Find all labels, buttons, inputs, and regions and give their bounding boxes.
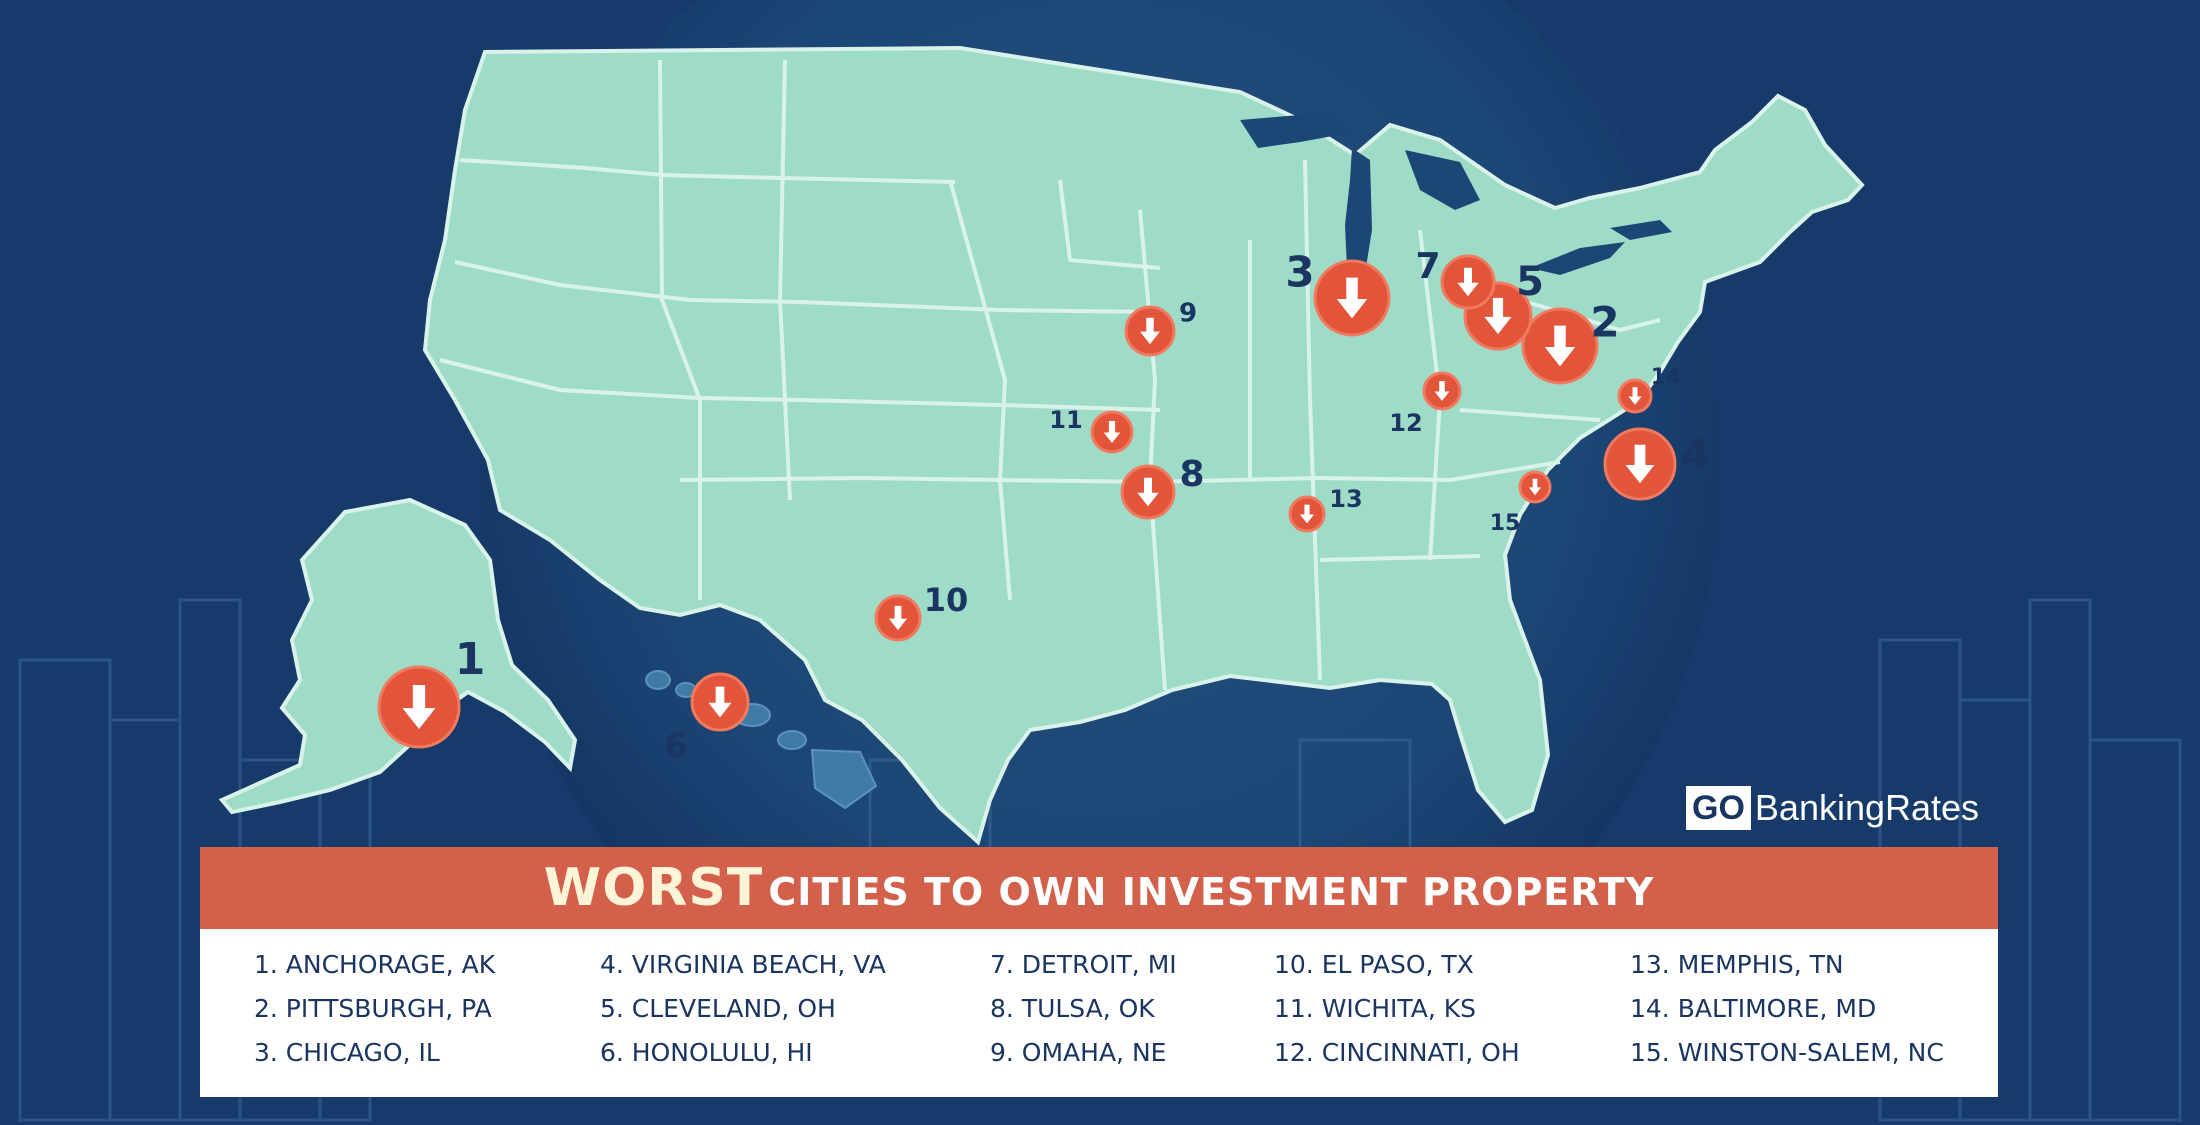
city-marker-11: 11	[1049, 406, 1134, 454]
legend-item: 9. OMAHA, NE	[990, 1038, 1167, 1067]
legend-item: 13. MEMPHIS, TN	[1630, 950, 1844, 979]
down-arrow-icon	[1625, 444, 1655, 484]
down-arrow-icon	[1457, 267, 1479, 297]
down-arrow-icon	[1434, 381, 1450, 401]
title-strong: WORST	[543, 858, 764, 918]
legend-body: 1. ANCHORAGE, AK 2. PITTSBURGH, PA 3. CH…	[200, 929, 1998, 1097]
down-arrow-icon	[1628, 387, 1642, 405]
contiguous-us-land	[422, 45, 1865, 846]
marker-rank-label: 12	[1389, 409, 1422, 437]
down-arrow-icon	[888, 605, 908, 631]
legend-item: 11. WICHITA, KS	[1274, 994, 1477, 1023]
alaska-land	[218, 497, 578, 815]
legend-item: 8. TULSA, OK	[990, 994, 1155, 1023]
hawaii-islands	[645, 670, 878, 810]
legend-item: 6. HONOLULU, HI	[600, 1038, 813, 1067]
down-arrow-icon	[1544, 325, 1576, 367]
down-arrow-icon	[1336, 277, 1368, 319]
great-lakes	[1240, 112, 1672, 292]
city-marker-14: 14	[1617, 365, 1682, 414]
city-list-legend: WORST CITIES TO OWN INVESTMENT PROPERTY …	[200, 847, 1998, 1097]
city-marker-6: 6	[664, 672, 750, 767]
legend-item: 3. CHICAGO, IL	[254, 1038, 440, 1067]
down-arrow-icon	[1528, 478, 1542, 496]
marker-rank-label: 3	[1285, 248, 1314, 297]
city-marker-9: 9	[1124, 299, 1197, 357]
legend-column-3: 7. DETROIT, MI 8. TULSA, OK 9. OMAHA, NE	[990, 943, 1177, 1075]
title-rest: CITIES TO OWN INVESTMENT PROPERTY	[768, 870, 1655, 914]
marker-rank-label: 1	[455, 634, 486, 685]
marker-rank-label: 10	[924, 581, 969, 619]
marker-rank-label: 6	[664, 727, 688, 767]
gobankingrates-logo: GO BankingRates	[1686, 786, 1979, 834]
legend-item: 10. EL PASO, TX	[1274, 950, 1474, 979]
down-arrow-icon	[1103, 421, 1121, 443]
legend-column-5: 13. MEMPHIS, TN 14. BALTIMORE, MD 15. WI…	[1630, 943, 1944, 1075]
legend-item: 7. DETROIT, MI	[990, 950, 1177, 979]
city-marker-2: 2	[1521, 298, 1620, 385]
down-arrow-icon	[1140, 317, 1160, 345]
state-borders	[439, 59, 1661, 691]
city-marker-15: 15	[1490, 470, 1552, 536]
marker-rank-label: 8	[1179, 454, 1204, 495]
legend-column-2: 4. VIRGINIA BEACH, VA 5. CLEVELAND, OH 6…	[600, 943, 886, 1075]
legend-item: 15. WINSTON-SALEM, NC	[1630, 1038, 1944, 1067]
marker-rank-label: 4	[1681, 432, 1709, 478]
marker-rank-label: 2	[1590, 298, 1619, 347]
marker-rank-label: 11	[1049, 406, 1082, 434]
city-marker-12: 12	[1389, 371, 1462, 437]
legend-item: 5. CLEVELAND, OH	[600, 994, 836, 1023]
city-marker-13: 13	[1288, 485, 1363, 533]
marker-rank-label: 13	[1329, 485, 1362, 513]
marker-rank-label: 7	[1415, 246, 1440, 287]
down-arrow-icon	[1137, 477, 1159, 507]
marker-rank-label: 14	[1651, 365, 1682, 390]
city-marker-7: 7	[1415, 246, 1496, 310]
city-marker-10: 10	[874, 581, 969, 642]
city-marker-4: 4	[1603, 427, 1709, 501]
marker-rank-label: 5	[1516, 259, 1544, 305]
legend-column-4: 10. EL PASO, TX 11. WICHITA, KS 12. CINC…	[1274, 943, 1520, 1075]
down-arrow-icon	[1299, 504, 1315, 524]
legend-item: 1. ANCHORAGE, AK	[254, 950, 496, 979]
city-marker-8: 8	[1120, 454, 1205, 520]
down-arrow-icon	[1484, 297, 1512, 335]
logo-go: GO	[1686, 786, 1751, 830]
down-arrow-icon	[402, 685, 436, 729]
legend-item: 4. VIRGINIA BEACH, VA	[600, 950, 886, 979]
legend-item: 14. BALTIMORE, MD	[1630, 994, 1877, 1023]
legend-title: WORST CITIES TO OWN INVESTMENT PROPERTY	[200, 847, 1998, 929]
marker-rank-label: 9	[1179, 299, 1197, 329]
city-marker-3: 3	[1285, 248, 1391, 337]
marker-rank-label: 15	[1490, 511, 1521, 536]
legend-column-1: 1. ANCHORAGE, AK 2. PITTSBURGH, PA 3. CH…	[254, 943, 495, 1075]
logo-bankingrates: BankingRates	[1754, 787, 1980, 828]
city-marker-1: 1	[377, 634, 486, 749]
legend-item: 12. CINCINNATI, OH	[1274, 1038, 1520, 1067]
city-marker-5: 5	[1463, 259, 1544, 351]
down-arrow-icon	[708, 686, 732, 718]
legend-item: 2. PITTSBURGH, PA	[254, 994, 492, 1023]
